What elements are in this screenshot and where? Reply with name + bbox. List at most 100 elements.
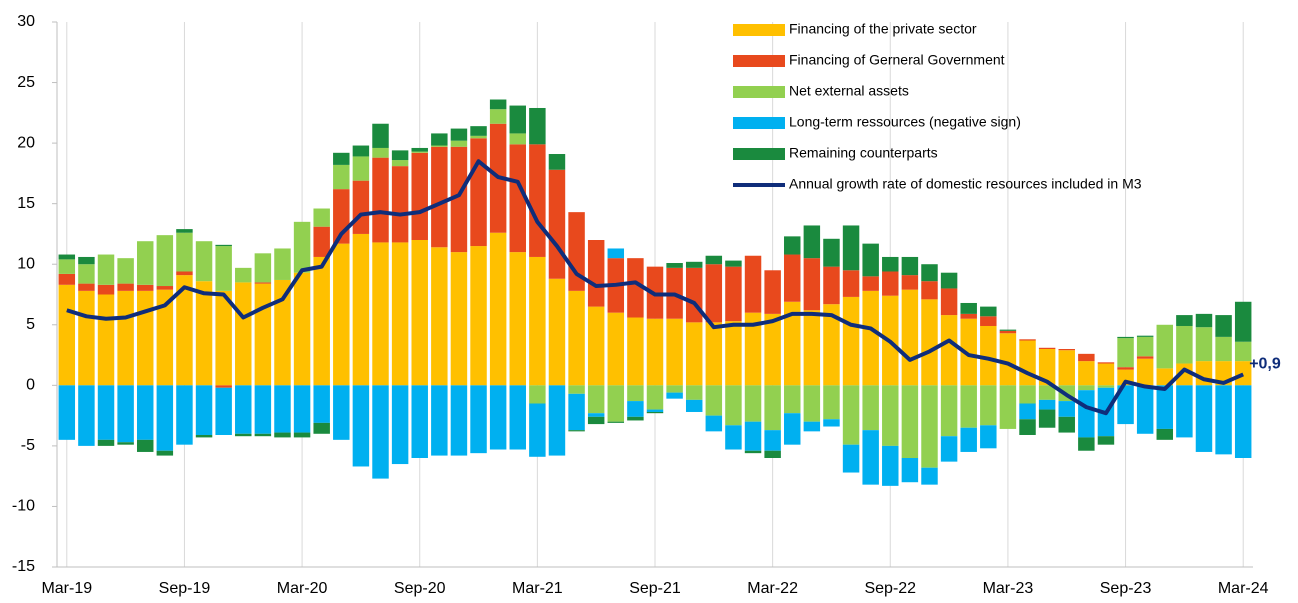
x-tick-label: Mar-19 bbox=[41, 580, 92, 597]
bar-segment bbox=[960, 302, 977, 314]
bar-segment bbox=[509, 133, 526, 145]
bar-segment bbox=[901, 256, 919, 276]
bar-segment bbox=[97, 385, 115, 440]
bar-segment bbox=[470, 135, 487, 139]
bar-segment bbox=[725, 425, 742, 450]
bar-segment bbox=[235, 433, 252, 437]
bar-segment bbox=[568, 430, 585, 432]
bar-segment bbox=[431, 145, 448, 147]
legend-swatch bbox=[733, 24, 785, 36]
y-tick-label: 5 bbox=[26, 316, 35, 333]
bar-segment bbox=[803, 385, 821, 422]
bar-segment bbox=[450, 128, 468, 141]
bar-segment bbox=[862, 243, 879, 277]
bar-segment bbox=[470, 138, 487, 247]
bar-segment bbox=[274, 279, 291, 386]
bar-segment bbox=[176, 232, 193, 272]
bar-segment bbox=[431, 146, 448, 248]
bar-segment bbox=[254, 433, 272, 437]
bar-segment bbox=[1097, 362, 1115, 364]
bar-segment bbox=[313, 226, 330, 257]
bar-segment bbox=[1058, 401, 1075, 417]
bar-segment bbox=[842, 296, 860, 386]
bar-segment bbox=[274, 385, 291, 433]
bar-segment bbox=[215, 246, 232, 291]
bar-segment bbox=[1097, 436, 1115, 445]
bar-segment bbox=[1195, 313, 1213, 328]
bar-segment bbox=[509, 385, 526, 450]
bar-segment bbox=[313, 385, 330, 423]
bar-segment bbox=[1078, 390, 1095, 438]
bar-segment bbox=[940, 385, 958, 437]
bar-segment bbox=[1078, 353, 1095, 362]
bar-segment bbox=[921, 385, 938, 468]
bar-segment bbox=[548, 169, 566, 279]
bar-segment bbox=[823, 419, 840, 427]
bar-segment bbox=[235, 385, 252, 434]
bar-segment bbox=[587, 385, 605, 414]
bar-segment bbox=[1156, 368, 1174, 386]
bar-segment bbox=[529, 403, 546, 457]
x-tick-label: Mar-22 bbox=[747, 580, 798, 597]
bar-segment bbox=[607, 421, 625, 423]
bar-segment bbox=[960, 318, 977, 386]
bar-segment bbox=[1019, 403, 1036, 420]
bar-segment bbox=[411, 151, 428, 153]
bar-segment bbox=[411, 147, 428, 152]
x-tick-label: Sep-23 bbox=[1100, 580, 1152, 597]
bar-segment bbox=[803, 225, 821, 259]
bar-segment bbox=[744, 255, 762, 313]
bar-segment bbox=[215, 385, 232, 388]
bar-segment bbox=[705, 385, 723, 416]
bar-segment bbox=[705, 322, 723, 386]
bar-segment bbox=[352, 145, 370, 157]
bar-segment bbox=[1136, 335, 1154, 337]
bar-segment bbox=[568, 393, 585, 431]
bar-segment bbox=[215, 244, 232, 247]
bar-segment bbox=[333, 243, 350, 386]
bar-segment bbox=[1058, 350, 1075, 386]
bar-segment bbox=[921, 467, 938, 485]
bar-segment bbox=[999, 330, 1017, 334]
bar-segment bbox=[313, 256, 330, 386]
bar-segment bbox=[156, 450, 174, 456]
bar-segment bbox=[78, 290, 95, 386]
legend-label: Financing of Gerneral Government bbox=[789, 52, 1005, 68]
legend-swatch bbox=[733, 55, 785, 67]
bar-segment bbox=[803, 310, 821, 386]
bar-segment bbox=[195, 241, 213, 282]
y-tick-label: 25 bbox=[17, 74, 35, 91]
bar-segment bbox=[333, 385, 350, 440]
bar-segment bbox=[725, 385, 742, 426]
bar-segment bbox=[489, 232, 507, 386]
bar-segment bbox=[685, 261, 703, 268]
bar-segment bbox=[450, 146, 468, 253]
bar-segment bbox=[548, 385, 566, 456]
bar-segment bbox=[862, 276, 879, 291]
bar-segment bbox=[195, 434, 213, 438]
bar-segment bbox=[685, 399, 703, 412]
bar-segment bbox=[1215, 315, 1232, 337]
bar-segment bbox=[901, 385, 919, 458]
bar-segment bbox=[411, 152, 428, 240]
bar-segment bbox=[960, 385, 977, 428]
bar-segment bbox=[666, 385, 683, 393]
bar-segment bbox=[1058, 416, 1075, 433]
bar-segment bbox=[685, 322, 703, 386]
bar-segment bbox=[97, 294, 115, 386]
bar-segment bbox=[1078, 385, 1095, 391]
bar-segment bbox=[136, 284, 154, 291]
bar-segment bbox=[215, 387, 232, 435]
bar-segment bbox=[58, 385, 76, 440]
bar-segment bbox=[176, 385, 193, 445]
bar-segment bbox=[117, 385, 134, 443]
legend-swatch bbox=[733, 86, 785, 98]
bar-segment bbox=[97, 439, 115, 446]
bar-segment bbox=[254, 253, 272, 283]
y-tick-label: 0 bbox=[26, 377, 35, 394]
bar-segment bbox=[901, 275, 919, 290]
bar-segment bbox=[627, 258, 644, 318]
bar-segment bbox=[450, 140, 468, 147]
bar-segment bbox=[548, 278, 566, 386]
bar-segment bbox=[1156, 324, 1174, 369]
